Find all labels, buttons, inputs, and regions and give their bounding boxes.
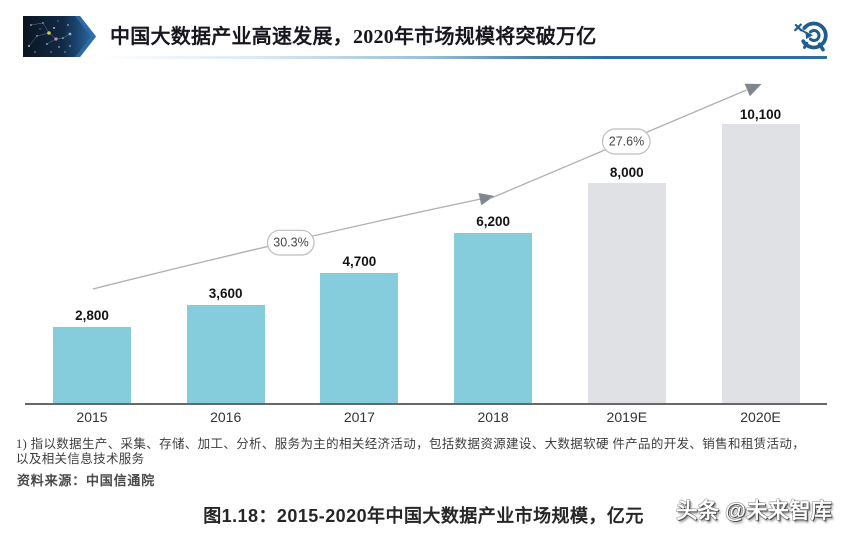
svg-text:27.6%: 27.6%	[609, 135, 644, 149]
svg-text:30.3%: 30.3%	[273, 236, 308, 250]
